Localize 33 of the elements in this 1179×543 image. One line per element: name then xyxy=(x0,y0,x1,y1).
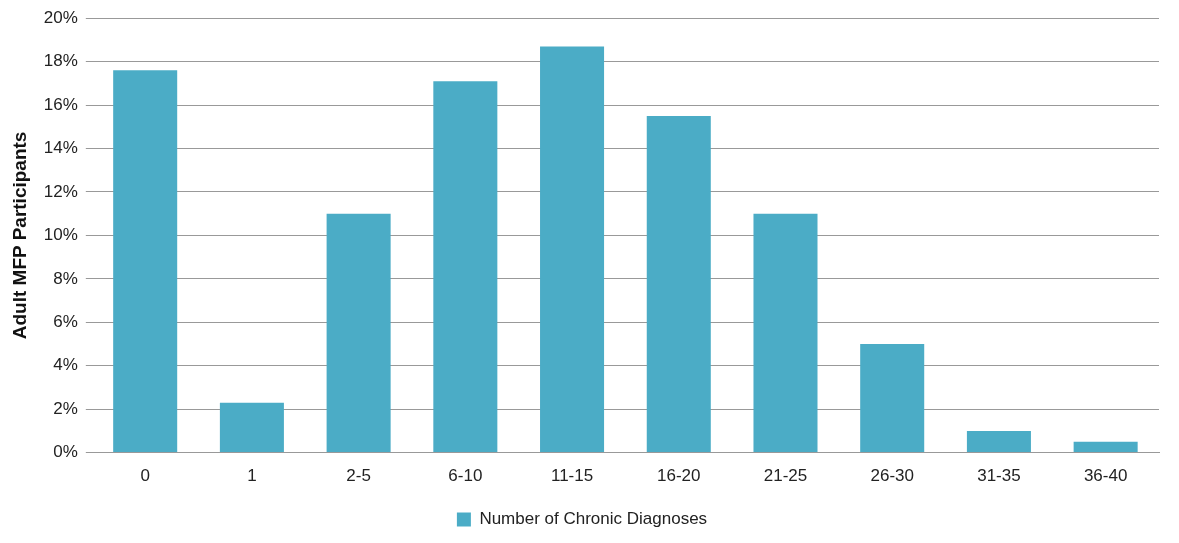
y-tick-label: 6% xyxy=(53,311,78,331)
legend-label: Number of Chronic Diagnoses xyxy=(479,509,708,529)
bar xyxy=(753,213,818,453)
x-tick-label: 2-5 xyxy=(346,466,371,486)
bar xyxy=(966,430,1031,453)
bar xyxy=(646,115,711,453)
y-tick-label: 16% xyxy=(43,94,78,114)
x-tick-label: 6-10 xyxy=(448,466,483,486)
x-tick-label: 11-15 xyxy=(550,466,594,486)
y-tick-label: 14% xyxy=(43,138,78,158)
x-tick-label: 1 xyxy=(247,466,257,486)
bar xyxy=(113,70,178,453)
bar xyxy=(326,213,391,453)
y-tick-label: 18% xyxy=(43,51,78,71)
bar xyxy=(433,81,498,453)
y-tick-label: 2% xyxy=(53,398,78,418)
x-tick-label: 0 xyxy=(140,466,150,486)
bar xyxy=(1073,441,1138,453)
bar xyxy=(219,402,284,453)
y-tick-label: 0% xyxy=(53,442,78,462)
y-tick-label: 4% xyxy=(53,355,78,375)
x-tick-label: 36-40 xyxy=(1083,466,1128,486)
x-tick-label: 26-30 xyxy=(870,466,914,486)
y-axis-title: Adult MFP Participants xyxy=(8,131,30,340)
x-tick-label: 21-25 xyxy=(763,466,808,486)
y-tick-label: 12% xyxy=(43,181,78,201)
bar xyxy=(860,344,925,453)
y-tick-label: 20% xyxy=(43,7,78,27)
y-tick-label: 10% xyxy=(43,225,78,245)
y-tick-label: 8% xyxy=(53,268,78,288)
bar xyxy=(540,46,605,453)
x-tick-label: 16-20 xyxy=(657,466,701,486)
x-tick-label: 31-35 xyxy=(977,466,1021,486)
